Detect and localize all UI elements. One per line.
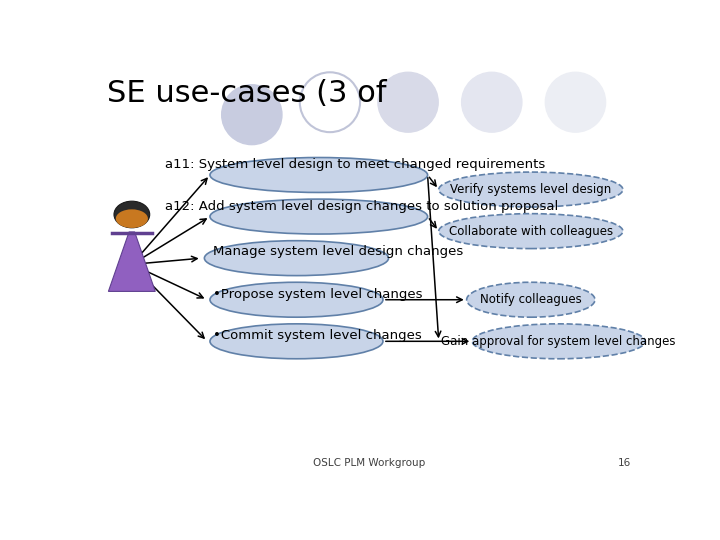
Text: SE use-cases (3 of: SE use-cases (3 of — [107, 79, 386, 109]
Text: •Commit system level changes: •Commit system level changes — [213, 329, 421, 342]
Ellipse shape — [462, 72, 522, 132]
Text: Verify systems level design: Verify systems level design — [450, 183, 611, 196]
Text: 16: 16 — [618, 458, 631, 468]
Ellipse shape — [222, 85, 282, 145]
Ellipse shape — [210, 282, 383, 317]
Text: Gain approval for system level changes: Gain approval for system level changes — [441, 335, 676, 348]
Polygon shape — [109, 232, 156, 292]
Ellipse shape — [210, 199, 428, 234]
Ellipse shape — [472, 324, 645, 359]
Ellipse shape — [438, 214, 623, 248]
Text: Notify colleagues: Notify colleagues — [480, 293, 582, 306]
Circle shape — [114, 201, 150, 228]
Ellipse shape — [467, 282, 595, 317]
Ellipse shape — [210, 324, 383, 359]
Text: a12: Add system level design changes to solution proposal: a12: Add system level design changes to … — [166, 200, 559, 213]
Text: Manage system level design changes: Manage system level design changes — [213, 245, 463, 259]
Text: Collaborate with colleagues: Collaborate with colleagues — [449, 225, 613, 238]
Text: OSLC PLM Workgroup: OSLC PLM Workgroup — [313, 458, 425, 468]
Ellipse shape — [545, 72, 606, 132]
Text: •Propose system level changes: •Propose system level changes — [213, 288, 422, 301]
Text: a11: System level design to meet changed requirements: a11: System level design to meet changed… — [166, 158, 546, 171]
Ellipse shape — [116, 210, 148, 228]
Ellipse shape — [438, 172, 623, 207]
Ellipse shape — [210, 158, 428, 192]
Ellipse shape — [204, 241, 389, 275]
Ellipse shape — [378, 72, 438, 132]
